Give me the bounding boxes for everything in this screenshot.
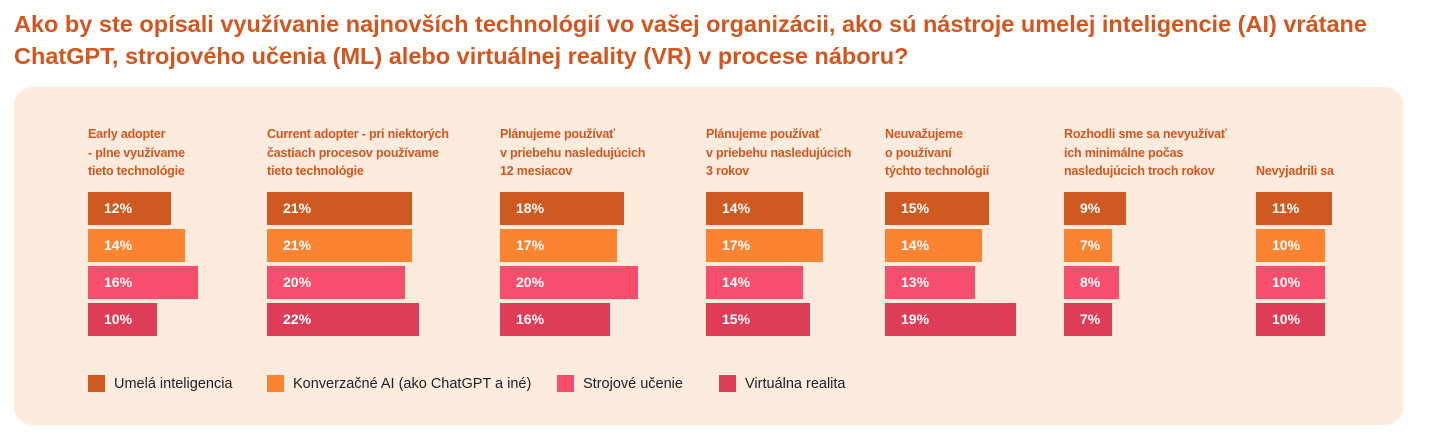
chart-panel: Umelá inteligencia Konverzačné AI (ako Ch… [14,87,1403,425]
legend-label: Virtuálna realita [745,375,846,392]
legend-label: Strojové učenie [583,375,683,392]
legend-swatch [88,375,105,392]
bar-konverzacne-ai: 14% [885,229,982,262]
category-label: Plánujeme používať v priebehu nasledujúc… [500,127,646,178]
bar-konverzacne-ai: 7% [1064,229,1113,262]
legend-item: Virtuálna realita [719,375,846,392]
bar-umela-inteligencia: 14% [706,192,803,225]
bar-umela-inteligencia: 21% [267,192,412,225]
legend-item: Umelá inteligencia [88,375,232,392]
bar-strojove-ucenie: 20% [500,266,638,299]
bar-strojove-ucenie: 10% [1256,266,1325,299]
bar-konverzacne-ai: 10% [1256,229,1325,262]
bar-virtualna-realita: 15% [706,303,810,336]
bar-konverzacne-ai: 17% [500,229,618,262]
legend-label: Umelá inteligencia [114,375,233,392]
legend-item: Konverzačné AI (ako ChatGPT a iné) [267,375,531,392]
bar-strojove-ucenie: 13% [885,266,975,299]
category-label: Plánujeme používať v priebehu nasledujúc… [706,127,852,178]
bar-strojove-ucenie: 8% [1064,266,1120,299]
legend-swatch [719,375,736,392]
bar-konverzacne-ai: 17% [706,229,824,262]
bar-virtualna-realita: 19% [885,303,1017,336]
category-label: Nevyjadrili sa [1256,164,1334,178]
legend-swatch [267,375,284,392]
bar-virtualna-realita: 10% [88,303,157,336]
bar-virtualna-realita: 7% [1064,303,1113,336]
bar-umela-inteligencia: 15% [885,192,989,225]
bar-umela-inteligencia: 9% [1064,192,1127,225]
category-label: Rozhodli sme sa nevyužívať ich minimálne… [1064,127,1227,178]
bar-strojove-ucenie: 20% [267,266,405,299]
legend-label: Konverzačné AI (ako ChatGPT a iné) [293,375,532,392]
bar-konverzacne-ai: 21% [267,229,412,262]
bar-virtualna-realita: 22% [267,303,419,336]
bar-umela-inteligencia: 12% [88,192,171,225]
legend-swatch [557,375,574,392]
category-label: Neuvažujeme o používaní týchto technológ… [885,127,990,178]
legend-item: Strojové učenie [557,375,683,392]
category-label: Current adopter - pri niektorých častiac… [267,127,449,178]
chart-title: Ako by ste opísali využívanie najnovších… [14,11,1367,69]
bar-strojove-ucenie: 16% [88,266,199,299]
bar-strojove-ucenie: 14% [706,266,803,299]
bar-virtualna-realita: 16% [500,303,611,336]
bar-konverzacne-ai: 14% [88,229,185,262]
category-label: Early adopter - plne využívame tieto tec… [88,127,185,178]
bar-virtualna-realita: 10% [1256,303,1325,336]
bar-umela-inteligencia: 11% [1256,192,1332,225]
bar-umela-inteligencia: 18% [500,192,625,225]
